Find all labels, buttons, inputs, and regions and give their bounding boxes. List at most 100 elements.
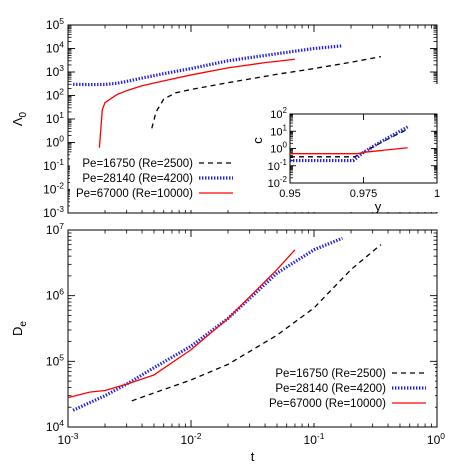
y-tick-label-base: 10	[43, 159, 57, 173]
y-tick-label-exp: 4	[59, 418, 64, 428]
y-tick-label-base: 10	[46, 420, 60, 434]
x-tick-label: 10-2	[181, 431, 202, 447]
x-tick-label-exp: -2	[194, 431, 202, 441]
x-tick-label-exp: -1	[317, 431, 325, 441]
inset-y-tick-label-exp: -2	[280, 175, 288, 184]
inset-y-tick-label-base: 10	[268, 161, 280, 173]
y-tick-label-base: 10	[46, 223, 60, 237]
inset-y-tick-label: 102	[270, 106, 287, 121]
legend-label-pe-67000-re-10000: Pe=67000 (Re=10000)	[269, 398, 386, 410]
inset-y-tick-label: 10-2	[268, 175, 288, 190]
inset-background	[248, 84, 454, 212]
y-tick-label: 101	[46, 110, 64, 126]
y-tick-label: 105	[46, 16, 64, 32]
y-tick-label-exp: 1	[59, 110, 64, 120]
y-tick-label-base: 10	[46, 289, 60, 303]
legend-label-pe-16750-re-2500: Pe=16750 (Re=2500)	[275, 368, 386, 380]
inset-y-tick-label: 101	[270, 123, 287, 138]
legend-box	[250, 365, 435, 423]
y-tick-label-exp: 7	[59, 221, 64, 231]
y-tick-label-exp: 4	[59, 40, 64, 50]
inset-x-tick-label: 1	[434, 188, 440, 200]
y-tick-label-base: 10	[46, 65, 60, 79]
y-tick-label-base: 10	[46, 42, 60, 56]
y-axis-label-sub: e	[18, 321, 29, 327]
inset-x-tick-label: 0.975	[350, 188, 378, 200]
y-axis-label: Λ0	[10, 111, 29, 126]
y-tick-label: 100	[46, 134, 64, 150]
y-tick-label-exp: 3	[59, 63, 64, 73]
y-tick-label: 107	[46, 221, 64, 237]
x-tick-label-exp: 0	[440, 431, 445, 441]
y-tick-label: 10-2	[43, 181, 64, 197]
inset-series-group	[290, 125, 409, 163]
y-tick-label: 102	[46, 87, 64, 103]
y-tick-label: 104	[46, 40, 64, 56]
series-line-pe-28140-re-4200	[72, 236, 343, 412]
inset-y-tick-label-exp: 1	[283, 123, 288, 132]
x-tick-label: 10-3	[58, 431, 79, 447]
series-line-pe-67000-re-10000	[68, 249, 296, 399]
y-axis-label-sub: 0	[18, 111, 29, 117]
inset-y-tick-label: 100	[270, 141, 287, 156]
x-tick-label-base: 10	[427, 433, 441, 447]
series-line-pe-16750-re-2500	[131, 244, 382, 402]
inset-x-tick-label: 0.95	[279, 188, 300, 200]
y-tick-label-base: 10	[46, 112, 60, 126]
inset-y-tick-label: 10-1	[268, 158, 288, 173]
y-tick-label-base: 10	[43, 206, 57, 220]
plot-frame	[67, 229, 438, 428]
y-tick-label-exp: -3	[56, 204, 64, 214]
y-tick-label: 103	[46, 63, 64, 79]
y-tick-label-base: 10	[46, 89, 60, 103]
y-axis-label: De	[10, 321, 29, 336]
inset-y-tick-label-exp: -1	[280, 158, 288, 167]
y-tick-label-exp: -2	[56, 181, 64, 191]
legend-label-pe-28140-re-4200: Pe=28140 (Re=4200)	[82, 173, 193, 185]
legend-label-pe-67000-re-10000: Pe=67000 (Re=10000)	[76, 188, 193, 200]
x-tick-label: 10-1	[304, 431, 325, 447]
series-line-pe-28140-re-4200	[290, 125, 409, 163]
y-tick-label-exp: 0	[59, 134, 64, 144]
x-tick-label-base: 10	[181, 433, 195, 447]
inset-y-tick-label-exp: 2	[283, 106, 288, 115]
y-tick-label-base: 10	[46, 18, 60, 32]
series-line-pe-67000-re-10000	[98, 58, 296, 148]
x-axis-label: t	[251, 449, 255, 464]
inset-y-tick-label-base: 10	[270, 109, 282, 121]
y-tick-label-exp: 5	[59, 16, 64, 26]
series-group	[73, 44, 382, 148]
y-tick-label-base: 10	[46, 354, 60, 368]
inset-y-tick-label-exp: 0	[283, 141, 288, 150]
inset-y-tick-label-base: 10	[270, 144, 282, 156]
inset-y-tick-label-base: 10	[270, 126, 282, 138]
legend-label-pe-28140-re-4200: Pe=28140 (Re=4200)	[275, 383, 386, 395]
x-tick-label: 100	[427, 431, 445, 447]
y-tick-label-base: 10	[46, 136, 60, 150]
top-panel: 10-310-210-1100101102103104105Λ0Pe=16750…	[10, 16, 438, 220]
y-tick-label: 10-3	[43, 204, 64, 220]
y-axis-label-main: Λ	[10, 117, 25, 126]
y-tick-label-exp: 5	[59, 352, 64, 362]
series-line-pe-67000-re-10000	[290, 147, 408, 155]
x-tick-label-exp: -3	[71, 431, 79, 441]
y-tick-label: 104	[46, 418, 64, 434]
y-tick-label: 105	[46, 352, 64, 368]
y-tick-label-base: 10	[43, 183, 57, 197]
series-line-pe-28140-re-4200	[73, 44, 343, 87]
y-tick-label: 10-1	[43, 157, 64, 173]
legend-label-pe-16750-re-2500: Pe=16750 (Re=2500)	[82, 158, 193, 170]
inset-y-axis-label: c	[250, 137, 265, 144]
y-tick-label-exp: 6	[59, 287, 64, 297]
y-axis-label-main: D	[10, 327, 25, 336]
series-group	[68, 236, 382, 412]
x-tick-label-base: 10	[304, 433, 318, 447]
inset-x-axis-label: y	[375, 199, 382, 214]
y-tick-label-exp: 2	[59, 87, 64, 97]
x-tick-label-base: 10	[58, 433, 72, 447]
y-tick-label: 106	[46, 287, 64, 303]
inset-y-tick-label-base: 10	[268, 178, 280, 190]
